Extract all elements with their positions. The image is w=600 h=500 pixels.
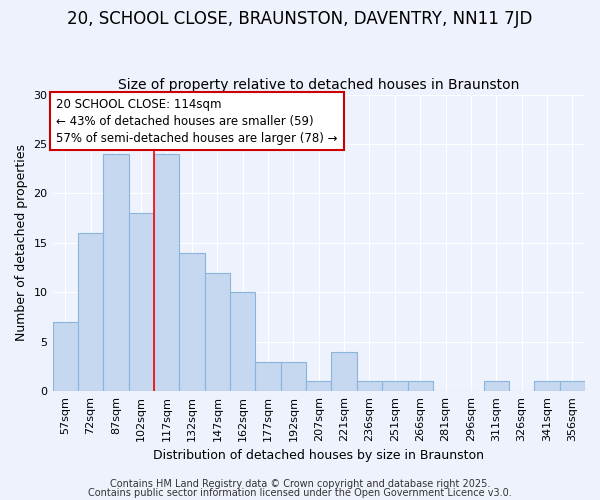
- Bar: [484, 382, 509, 392]
- Title: Size of property relative to detached houses in Braunston: Size of property relative to detached ho…: [118, 78, 520, 92]
- Bar: [331, 352, 357, 392]
- Bar: [560, 382, 585, 392]
- Bar: [154, 154, 179, 392]
- Bar: [53, 322, 78, 392]
- X-axis label: Distribution of detached houses by size in Braunston: Distribution of detached houses by size …: [153, 450, 484, 462]
- Bar: [78, 233, 103, 392]
- Text: 20 SCHOOL CLOSE: 114sqm
← 43% of detached houses are smaller (59)
57% of semi-de: 20 SCHOOL CLOSE: 114sqm ← 43% of detache…: [56, 98, 338, 144]
- Bar: [256, 362, 281, 392]
- Bar: [281, 362, 306, 392]
- Bar: [382, 382, 407, 392]
- Bar: [407, 382, 433, 392]
- Text: Contains HM Land Registry data © Crown copyright and database right 2025.: Contains HM Land Registry data © Crown c…: [110, 479, 490, 489]
- Bar: [306, 382, 331, 392]
- Y-axis label: Number of detached properties: Number of detached properties: [15, 144, 28, 342]
- Text: 20, SCHOOL CLOSE, BRAUNSTON, DAVENTRY, NN11 7JD: 20, SCHOOL CLOSE, BRAUNSTON, DAVENTRY, N…: [67, 10, 533, 28]
- Bar: [534, 382, 560, 392]
- Bar: [230, 292, 256, 392]
- Bar: [103, 154, 128, 392]
- Bar: [205, 272, 230, 392]
- Bar: [357, 382, 382, 392]
- Bar: [128, 214, 154, 392]
- Bar: [179, 253, 205, 392]
- Text: Contains public sector information licensed under the Open Government Licence v3: Contains public sector information licen…: [88, 488, 512, 498]
